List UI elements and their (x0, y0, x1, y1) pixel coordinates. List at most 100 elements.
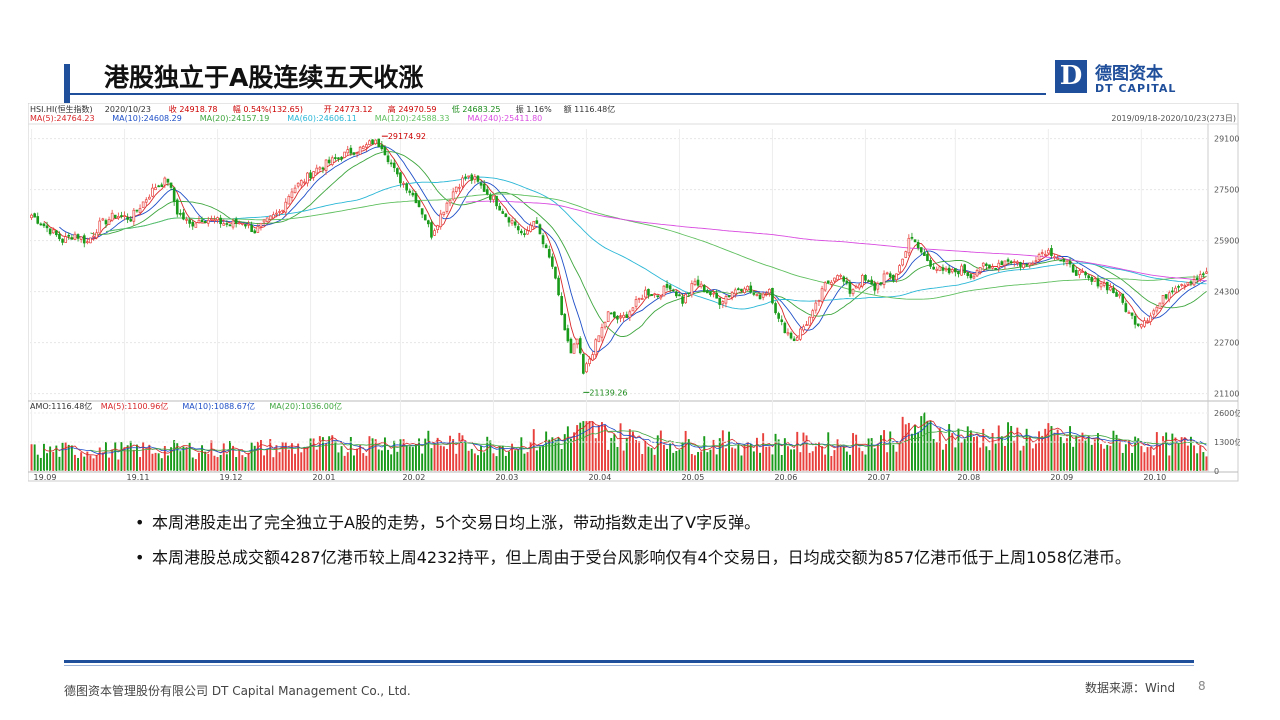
candle-body (368, 140, 371, 146)
volume-bar (532, 429, 535, 471)
volume-bar (951, 433, 954, 471)
candle-body (346, 149, 350, 154)
candle-body (42, 223, 46, 227)
volume-bar (1158, 445, 1161, 471)
volume-bar (1174, 437, 1177, 471)
candle-body (1195, 277, 1199, 280)
volume-bar (793, 449, 796, 471)
candle-body (442, 211, 446, 215)
candle-body (253, 230, 257, 234)
candle-body (349, 147, 353, 154)
volume-bar (148, 444, 151, 471)
footer-divider (64, 660, 1194, 663)
candle-body (854, 286, 858, 289)
volume-bar (700, 451, 703, 471)
candle-body (330, 157, 334, 165)
candle-body (932, 266, 935, 270)
volume-bar (514, 450, 517, 471)
volume-bar (1000, 436, 1003, 471)
candle-body (501, 211, 505, 214)
ma-legend: MA(10):24608.29 (112, 114, 182, 123)
volume-bar (421, 453, 424, 471)
volume-bar (554, 439, 557, 471)
volume-bar (73, 454, 76, 471)
volume-bar (467, 450, 470, 471)
volume-bar (824, 454, 827, 471)
volume-bar (154, 452, 157, 471)
candle-body (234, 218, 238, 224)
candle-body (749, 285, 753, 293)
volume-bar (312, 438, 315, 471)
candle-body (684, 294, 687, 304)
volume-bar (1106, 444, 1109, 471)
volume-bar (1177, 442, 1180, 471)
candle-body (826, 280, 830, 284)
volume-bar (1171, 433, 1174, 471)
ma-legend: MA(20):24157.19 (200, 114, 270, 123)
candle-body (489, 195, 492, 200)
candle-body (960, 265, 963, 276)
candle-body (792, 338, 796, 342)
candle-body (783, 322, 787, 334)
candle-body (830, 281, 833, 285)
candle-body (188, 219, 191, 224)
candle-body (377, 138, 381, 147)
volume-bar (963, 439, 966, 471)
volume-bar (737, 444, 740, 471)
candle-body (1074, 269, 1078, 276)
candle-body (867, 280, 870, 282)
candle-body (427, 220, 430, 225)
volume-bar (256, 441, 259, 471)
volume-bar (1100, 444, 1103, 471)
candle-body (653, 293, 656, 296)
data-source: 数据来源：Wind (1085, 681, 1176, 695)
volume-bar (39, 457, 42, 471)
candle-body (1177, 285, 1180, 288)
volume-bar (253, 445, 256, 471)
volume-bar (669, 443, 672, 471)
volume-bar (362, 453, 365, 471)
volume-bar (703, 436, 706, 471)
volume-bar (1062, 443, 1065, 471)
volume-bar (213, 455, 216, 471)
volume-bar (563, 434, 566, 471)
candle-body (613, 311, 616, 318)
candle-body (557, 277, 560, 296)
volume-bar (914, 425, 917, 471)
candle-body (337, 157, 340, 160)
candle-body (157, 185, 160, 188)
candle-body (315, 167, 319, 174)
candle-body (365, 144, 368, 148)
volume-bar (92, 458, 95, 471)
candle-body (715, 292, 718, 299)
volume-bar (886, 452, 889, 471)
volume-bar (98, 447, 101, 471)
candle-body (318, 167, 322, 170)
candle-body (839, 275, 842, 277)
candle-body (179, 213, 182, 215)
volume-bar (275, 445, 278, 471)
candle-body (1022, 263, 1025, 268)
candle-body (597, 335, 601, 342)
candle-body (182, 212, 185, 220)
volume-bar (765, 446, 768, 471)
candle-body (572, 343, 576, 354)
volume-bar (269, 439, 272, 471)
candle-body (569, 338, 573, 354)
candle-body (1090, 277, 1094, 282)
date-range-label: 2019/09/18-2020/10/23(273日) (1111, 114, 1236, 123)
candle-body (334, 157, 337, 159)
candle-body (1143, 320, 1146, 327)
x-tick-label: 19.11 (127, 473, 150, 482)
candle-body (910, 236, 914, 239)
candle-body (172, 187, 176, 202)
y-tick-label: 24300 (1214, 288, 1239, 297)
bullet-item: 本周港股总成交额4287亿港币较上周4232持平，但上周由于受台风影响仅有4个交… (135, 547, 1165, 568)
volume-bar (969, 430, 972, 471)
candle-body (445, 202, 449, 212)
candle-body (70, 237, 74, 240)
volume-bar (1031, 448, 1034, 471)
candle-body (808, 316, 811, 326)
candle-body (299, 180, 303, 186)
candle-body (836, 275, 839, 281)
